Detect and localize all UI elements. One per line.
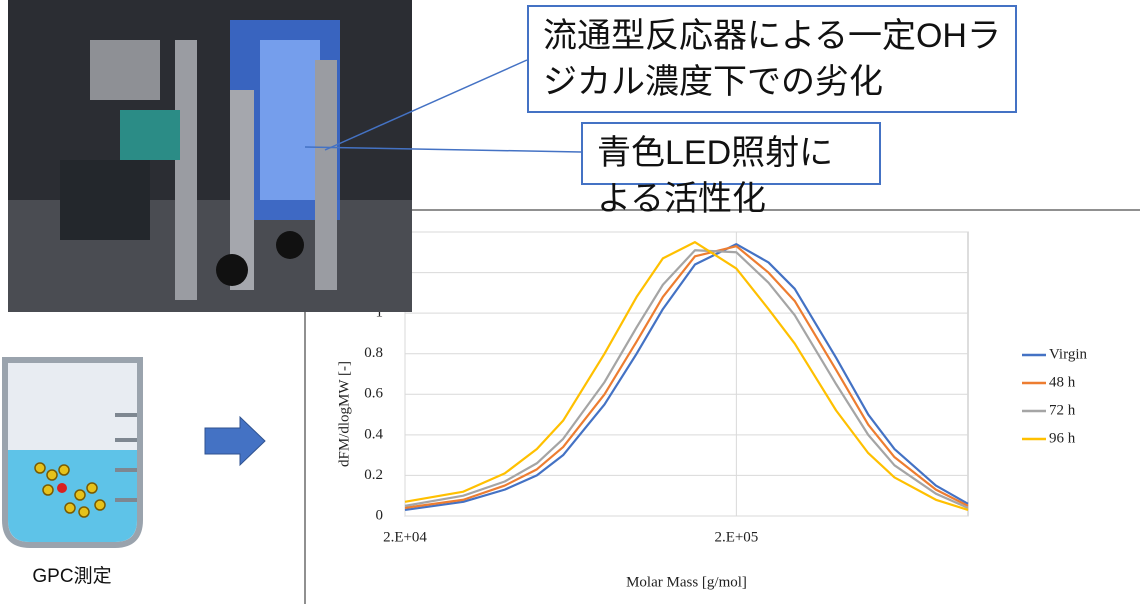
- y-tick-label: 0.6: [364, 386, 383, 402]
- page: 00.20.40.60.811.21.42.E+042.E+05Molar Ma…: [0, 0, 1140, 604]
- y-tick-label: 0.2: [364, 467, 383, 483]
- y-tick-label: 0: [376, 507, 384, 523]
- beaker: [5, 360, 140, 545]
- legend-label: 48 h: [1049, 374, 1076, 390]
- legend-label: 72 h: [1049, 402, 1076, 418]
- y-tick-label: 0.4: [364, 426, 383, 442]
- arrow: [205, 417, 265, 465]
- legend-label: Virgin: [1049, 346, 1087, 362]
- x-tick-label: 2.E+04: [383, 529, 427, 545]
- y-tick-label: 0.8: [364, 345, 383, 361]
- caption: GPC測定: [32, 565, 111, 587]
- x-axis-label: Molar Mass [g/mol]: [626, 574, 747, 590]
- photo: [8, 0, 412, 312]
- y-axis-label: dFM/dlogMW [-]: [336, 361, 352, 467]
- x-tick-label: 2.E+05: [714, 529, 758, 545]
- legend-label: 96 h: [1049, 430, 1076, 446]
- callout: 流通型反応器による一定OHラジカル濃度下での劣化: [527, 5, 1017, 113]
- callout: 青色LED照射による活性化: [581, 122, 881, 185]
